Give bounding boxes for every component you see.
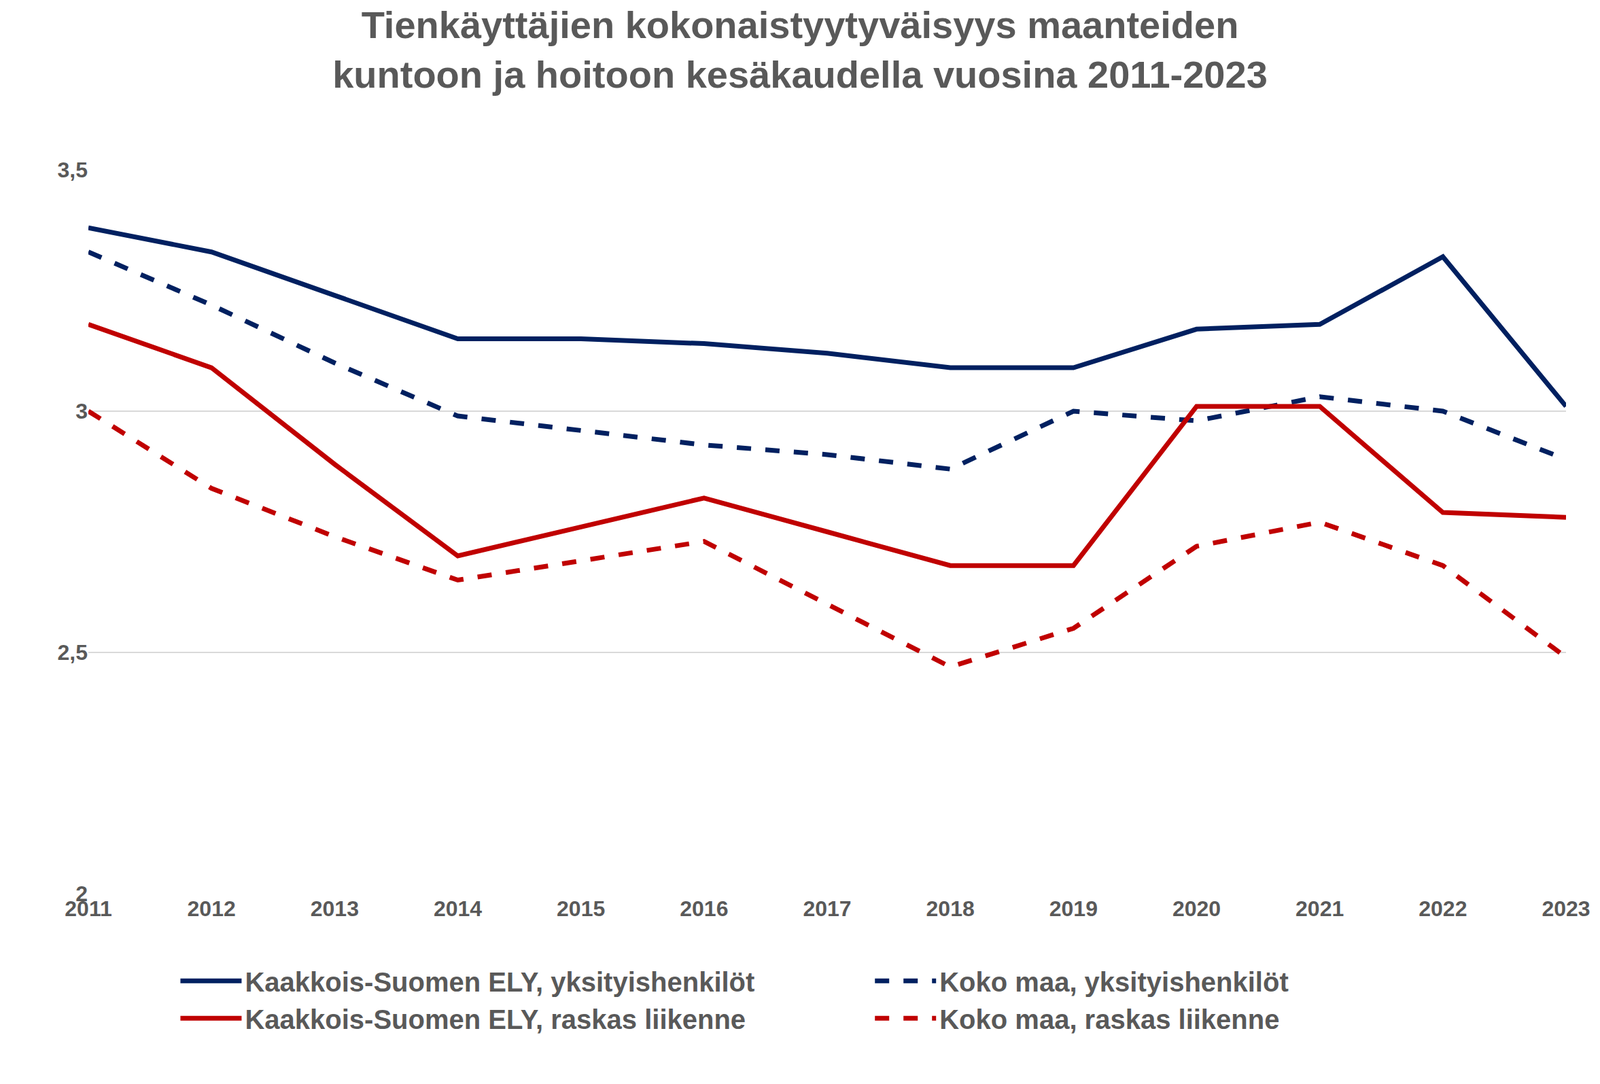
svg-text:2021: 2021 (1295, 896, 1344, 921)
svg-text:2023: 2023 (1541, 896, 1590, 921)
svg-text:2015: 2015 (556, 896, 605, 921)
svg-text:Kaakkois-Suomen ELY, raskas li: Kaakkois-Suomen ELY, raskas liikenne (244, 1004, 746, 1035)
svg-text:2012: 2012 (187, 896, 236, 921)
svg-text:Kaakkois-Suomen ELY, yksityish: Kaakkois-Suomen ELY, yksityishenkilöt (244, 967, 755, 998)
svg-text:2022: 2022 (1418, 896, 1467, 921)
svg-text:2013: 2013 (310, 896, 359, 921)
svg-text:Koko maa, yksityishenkilöt: Koko maa, yksityishenkilöt (939, 967, 1289, 998)
svg-text:2: 2 (75, 881, 88, 907)
svg-text:2017: 2017 (802, 896, 851, 921)
svg-text:2020: 2020 (1172, 896, 1221, 921)
svg-text:3,5: 3,5 (57, 157, 88, 183)
svg-text:3: 3 (75, 398, 88, 424)
svg-text:2018: 2018 (926, 896, 975, 921)
svg-text:Koko maa, raskas liikenne: Koko maa, raskas liikenne (939, 1004, 1280, 1035)
svg-text:2019: 2019 (1049, 896, 1098, 921)
svg-text:2014: 2014 (433, 896, 482, 921)
svg-text:2,5: 2,5 (57, 640, 88, 665)
svg-text:Tienkäyttäjien kokonaistyytyvä: Tienkäyttäjien kokonaistyytyväisyys maan… (332, 3, 1268, 96)
svg-text:2011: 2011 (64, 896, 112, 921)
svg-text:2016: 2016 (679, 896, 728, 921)
